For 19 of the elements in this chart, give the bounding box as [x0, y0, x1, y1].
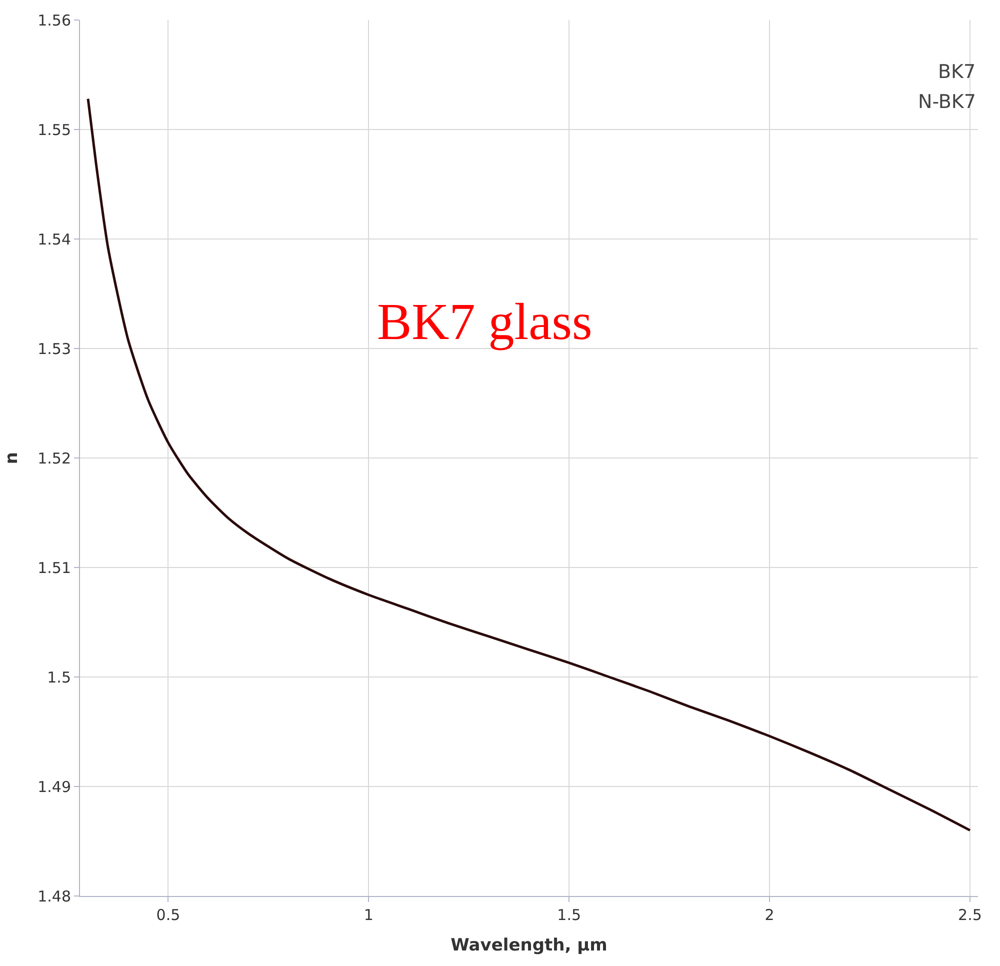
annotation: BK7 — [938, 61, 976, 83]
text: BK7 glass — [377, 294, 592, 351]
x-tick-label: 2.5 — [958, 906, 982, 924]
y-tick-label: 1.48 — [38, 887, 71, 906]
x-axis-title: Wavelength, μm — [450, 935, 608, 956]
y-axis-title: n — [2, 452, 22, 464]
y-tick-label: 1.56 — [38, 11, 71, 30]
y-tick-label: 1.49 — [38, 778, 71, 796]
x-tick-label: 0.5 — [156, 906, 180, 924]
x-tick-label: 2 — [764, 906, 774, 924]
x-tick-label: 1.5 — [557, 906, 582, 924]
y-tick-label: 1.54 — [38, 230, 71, 248]
y-tick-label: 1.55 — [38, 120, 71, 139]
y-tick-label: 1.52 — [38, 449, 71, 468]
annotation: N-BK7 — [918, 91, 976, 113]
y-tick-label: 1.5 — [47, 668, 71, 686]
x-tick-label: 1 — [364, 906, 374, 924]
y-tick-label: 1.53 — [38, 340, 71, 358]
y-tick-label: 1.51 — [38, 558, 71, 577]
